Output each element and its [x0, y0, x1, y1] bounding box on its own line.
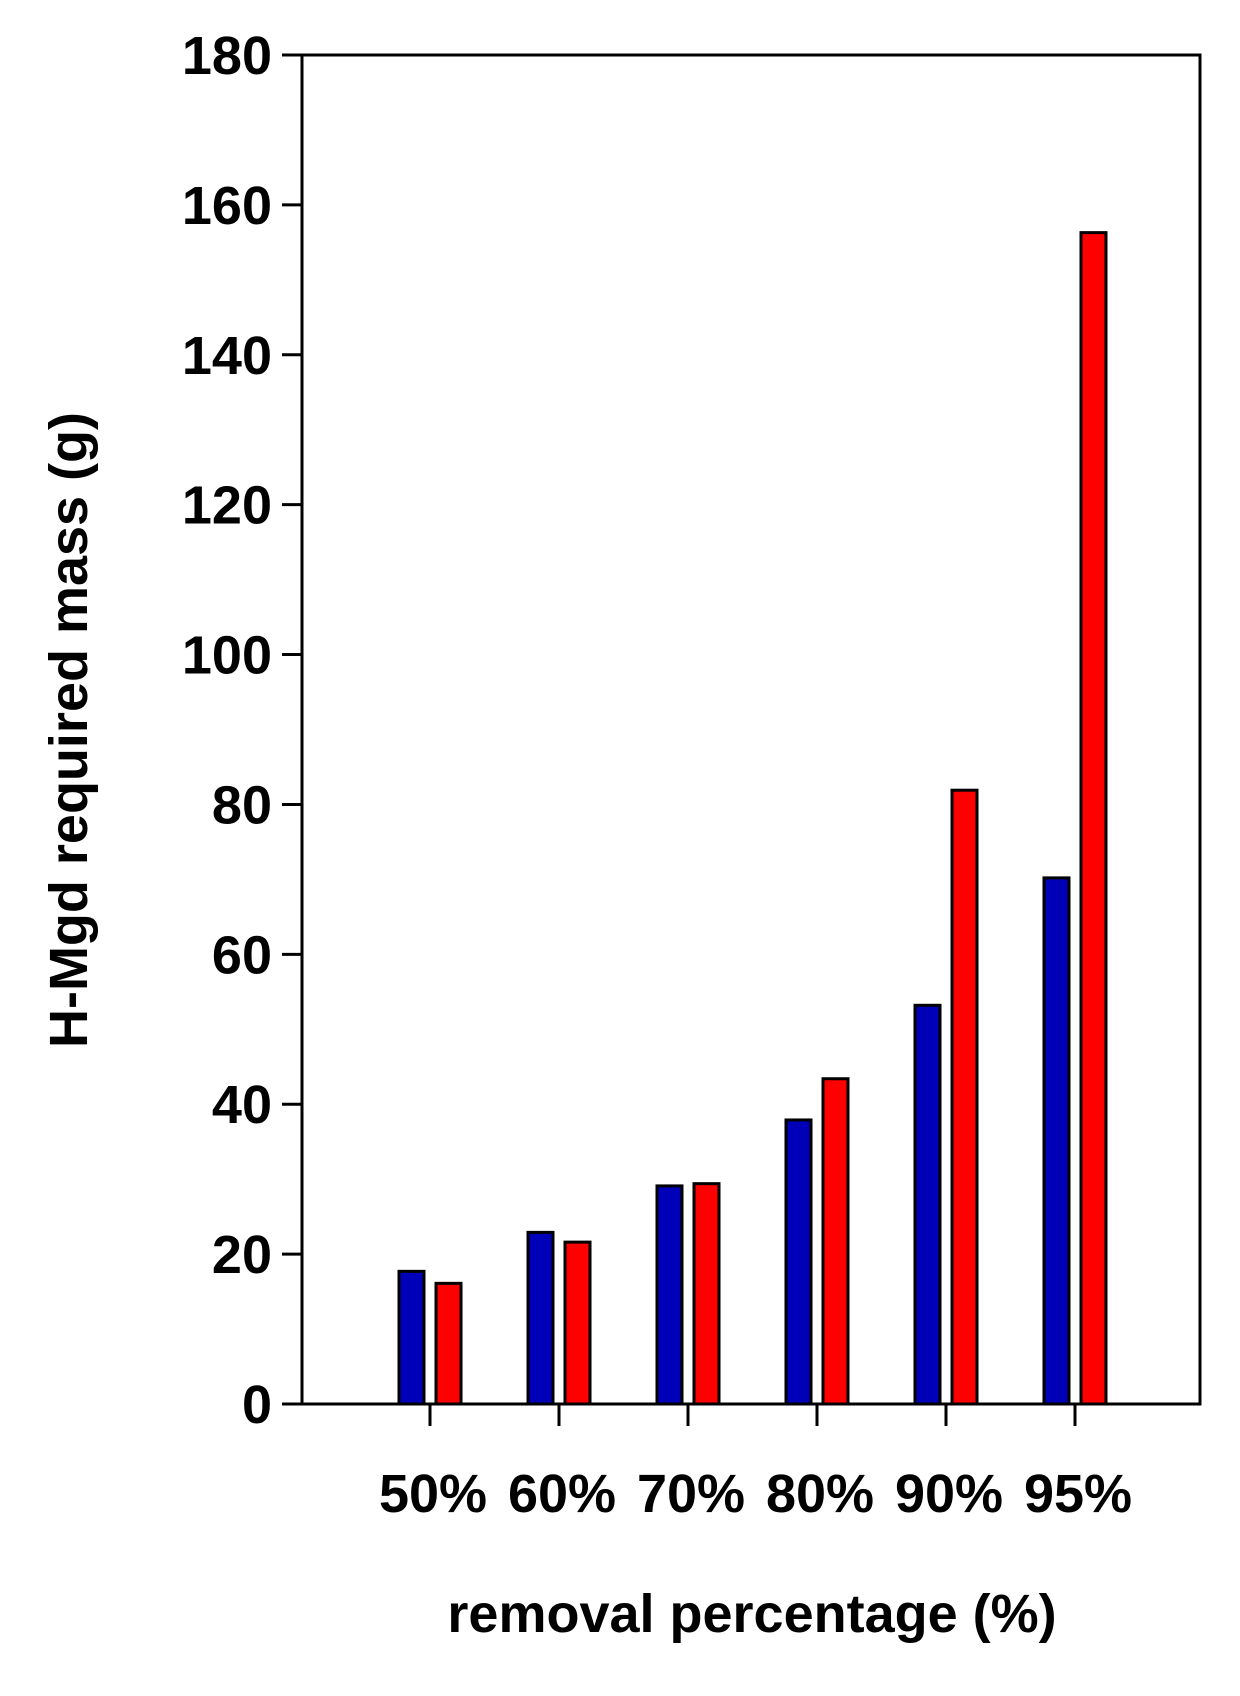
y-axis-title: H-Mgd required mass (g) [39, 412, 99, 1048]
bar-series-1-90pct [913, 1003, 942, 1406]
x-tick-label: 50% [379, 1464, 487, 1524]
x-tick-label: 60% [508, 1464, 616, 1524]
bar-series-2-80pct [821, 1077, 850, 1406]
bar-series-1-80pct [784, 1118, 813, 1406]
x-tick-label: 80% [766, 1464, 874, 1524]
bar-series-1-50pct [397, 1269, 426, 1406]
y-tick-label: 180 [182, 26, 272, 86]
bar-series-1-60pct [526, 1230, 555, 1406]
y-tick-label: 20 [212, 1225, 272, 1285]
bar-series-2-60pct [563, 1240, 592, 1406]
bar-series-2-90pct [950, 788, 979, 1406]
x-tick-label: 70% [637, 1464, 745, 1524]
x-tick-label: 95% [1024, 1464, 1132, 1524]
bar-series-2-70pct [692, 1182, 721, 1406]
x-axis-title: removal percentage (%) [447, 1584, 1056, 1644]
y-tick-label: 80 [212, 775, 272, 835]
x-tick-label: 90% [895, 1464, 1003, 1524]
bar-series-2-95pct [1079, 231, 1108, 1406]
bar-series-1-70pct [655, 1184, 684, 1406]
y-tick-label: 0 [242, 1375, 272, 1435]
y-tick-label: 140 [182, 326, 272, 386]
plot-frame [300, 53, 1202, 1406]
y-tick-label: 120 [182, 476, 272, 536]
y-tick-label: 60 [212, 925, 272, 985]
bars-group [397, 231, 1108, 1406]
y-axis: 0 20 40 60 80 100 120 140 160 180 [182, 26, 302, 1435]
bar-series-2-50pct [434, 1281, 463, 1406]
y-tick-label: 40 [212, 1075, 272, 1135]
x-axis: 50% 60% 70% 80% 90% 95% [379, 1404, 1132, 1524]
y-tick-label: 160 [182, 176, 272, 236]
y-tick-label: 100 [182, 626, 272, 686]
bar-series-1-95pct [1042, 876, 1071, 1406]
